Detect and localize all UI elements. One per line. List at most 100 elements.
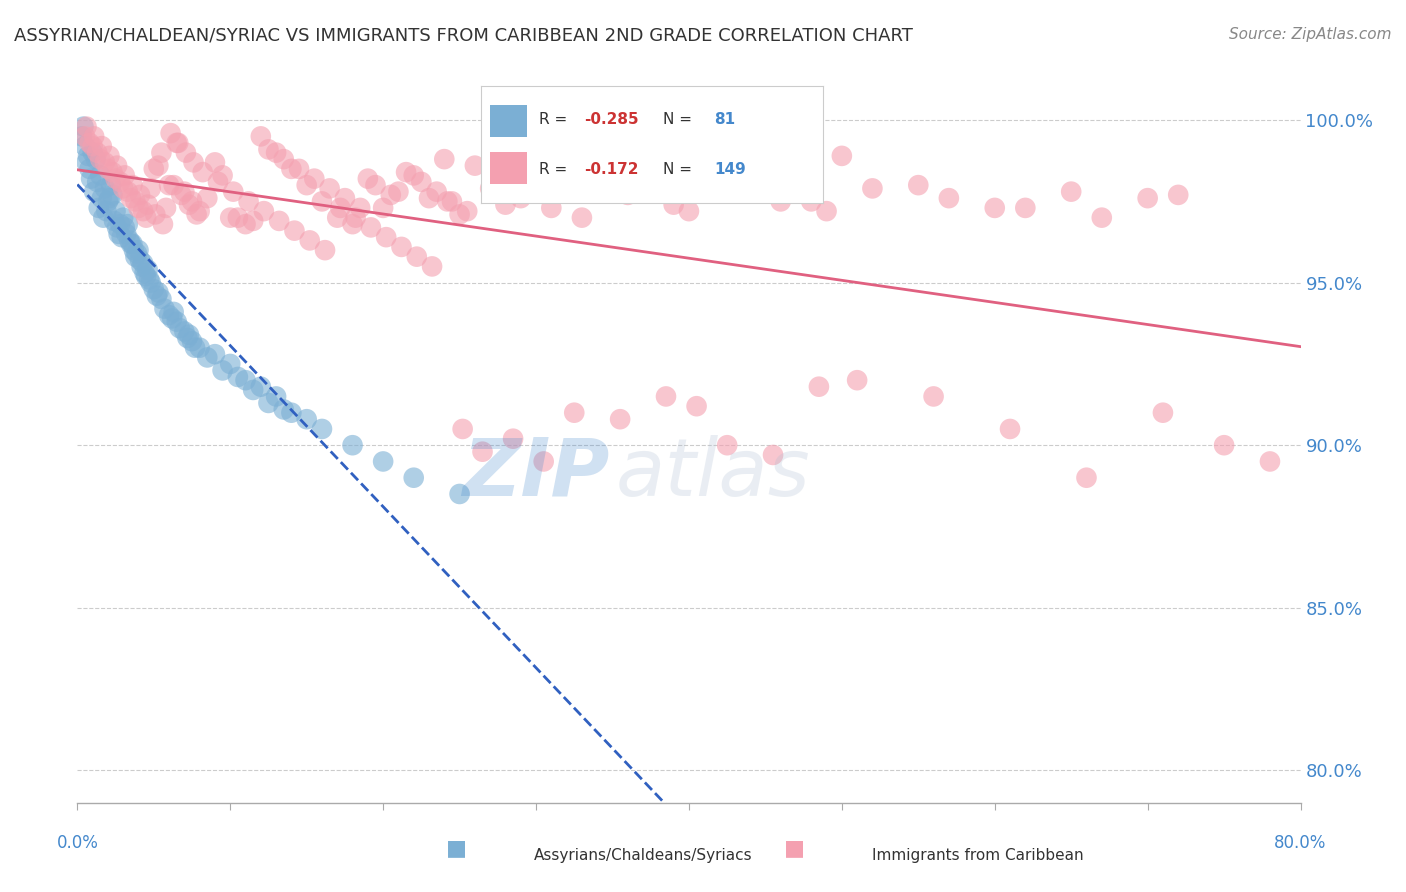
Point <box>77 149 100 163</box>
Point <box>464 159 486 173</box>
Point <box>177 197 200 211</box>
Point <box>104 204 127 219</box>
Text: ■: ■ <box>785 838 804 858</box>
Point <box>555 181 578 195</box>
Text: Assyrians/Chaldeans/Syriacs: Assyrians/Chaldeans/Syriacs <box>534 847 752 863</box>
Point <box>440 194 463 209</box>
Point <box>329 201 352 215</box>
Point <box>250 129 273 144</box>
Point <box>72 120 94 134</box>
Point <box>163 305 186 319</box>
Point <box>524 175 547 189</box>
Point <box>117 185 139 199</box>
Point <box>167 136 190 150</box>
Point <box>831 149 853 163</box>
Point <box>129 252 152 267</box>
Point <box>800 194 823 209</box>
Point <box>117 217 139 231</box>
Text: 80.0%: 80.0% <box>1274 834 1327 852</box>
Point <box>122 243 145 257</box>
Point <box>160 311 183 326</box>
Point <box>108 175 131 189</box>
Point <box>76 155 98 169</box>
Point <box>139 276 162 290</box>
Point <box>418 191 440 205</box>
Point <box>90 191 112 205</box>
Point <box>709 155 731 169</box>
Point <box>204 347 226 361</box>
Point <box>304 171 326 186</box>
Point <box>148 285 170 300</box>
Point <box>907 178 929 193</box>
Point <box>82 145 104 160</box>
Point <box>136 262 159 277</box>
Point <box>89 152 111 166</box>
Point <box>103 214 125 228</box>
Point <box>135 269 157 284</box>
Point <box>73 129 96 144</box>
Point <box>479 181 502 195</box>
Point <box>169 321 191 335</box>
Point <box>101 165 124 179</box>
Point <box>456 204 478 219</box>
Point <box>242 383 264 397</box>
Point <box>152 217 174 231</box>
Point <box>155 201 177 215</box>
Point <box>183 155 205 169</box>
Point <box>807 380 830 394</box>
Point <box>139 181 162 195</box>
Point <box>115 227 138 241</box>
Point <box>112 211 135 225</box>
Point <box>91 211 114 225</box>
Point <box>693 175 716 189</box>
Point <box>371 454 394 468</box>
Point <box>862 181 884 195</box>
Point <box>344 211 367 225</box>
Point <box>938 191 960 205</box>
Point <box>846 373 869 387</box>
Point <box>120 236 142 251</box>
Point <box>176 331 198 345</box>
Point <box>188 204 211 219</box>
Point <box>86 175 108 189</box>
Point <box>1167 187 1189 202</box>
Point <box>655 389 678 403</box>
Point <box>602 165 624 179</box>
Point <box>100 178 122 193</box>
Point <box>121 178 143 193</box>
Point <box>134 266 156 280</box>
Point <box>195 191 218 205</box>
Point <box>1136 191 1159 205</box>
Point <box>509 191 531 205</box>
Point <box>609 412 631 426</box>
Point <box>222 185 245 199</box>
Point <box>762 448 785 462</box>
Point <box>135 211 157 225</box>
Point <box>318 181 340 195</box>
Point <box>105 220 128 235</box>
Point <box>105 159 128 173</box>
Point <box>395 165 418 179</box>
Point <box>411 175 433 189</box>
Point <box>678 204 700 219</box>
Point <box>375 230 398 244</box>
Point <box>364 178 387 193</box>
Point <box>111 230 134 244</box>
Point <box>342 217 364 231</box>
Point <box>269 214 291 228</box>
Point <box>195 351 218 365</box>
Point <box>333 191 356 205</box>
Point <box>211 363 233 377</box>
Text: 0.0%: 0.0% <box>56 834 98 852</box>
Point <box>1258 454 1281 468</box>
Point <box>371 201 394 215</box>
Point <box>433 152 456 166</box>
Point <box>170 187 193 202</box>
Point <box>391 240 413 254</box>
Point <box>295 412 318 426</box>
Point <box>150 292 173 306</box>
Point <box>97 194 120 209</box>
Point <box>420 260 443 274</box>
Point <box>1060 185 1083 199</box>
Point <box>402 471 425 485</box>
